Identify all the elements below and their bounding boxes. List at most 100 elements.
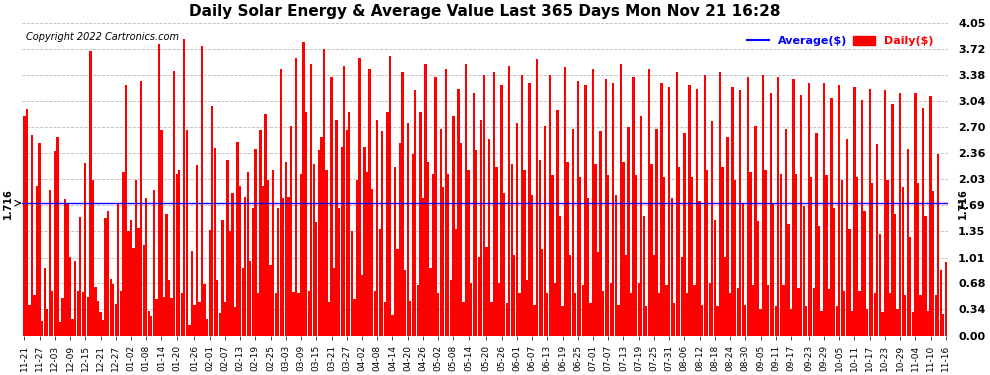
Bar [652, 255, 655, 336]
Bar [876, 144, 878, 336]
Bar [881, 312, 883, 336]
Bar [373, 291, 376, 336]
Bar [44, 268, 46, 336]
Bar [831, 98, 833, 336]
Bar [41, 321, 44, 336]
Bar [58, 322, 61, 336]
Bar [899, 93, 901, 336]
Bar [704, 75, 706, 336]
Bar [553, 283, 556, 336]
Bar [521, 75, 523, 336]
Bar [920, 296, 922, 336]
Bar [227, 160, 229, 336]
Bar [384, 302, 386, 336]
Bar [295, 58, 297, 336]
Bar [254, 149, 256, 336]
Bar [465, 64, 467, 336]
Bar [628, 127, 630, 336]
Bar [740, 90, 742, 336]
Bar [848, 229, 850, 336]
Bar [641, 116, 643, 336]
Bar [546, 293, 548, 336]
Bar [785, 129, 787, 336]
Bar [836, 306, 838, 336]
Bar [564, 67, 566, 336]
Bar [828, 289, 831, 336]
Bar [940, 270, 941, 336]
Bar [780, 174, 782, 336]
Bar [26, 109, 28, 336]
Bar [938, 154, 940, 336]
Bar [402, 72, 404, 336]
Bar [511, 164, 513, 336]
Bar [719, 72, 721, 336]
Bar [173, 71, 175, 336]
Bar [219, 313, 221, 336]
Bar [308, 291, 310, 336]
Bar [247, 172, 248, 336]
Bar [437, 293, 440, 336]
Bar [558, 216, 561, 336]
Bar [251, 208, 254, 336]
Bar [777, 77, 779, 336]
Bar [845, 139, 848, 336]
Bar [798, 288, 800, 336]
Bar [53, 151, 56, 336]
Bar [36, 186, 39, 336]
Bar [571, 129, 574, 336]
Bar [592, 69, 594, 336]
Bar [762, 75, 764, 336]
Bar [688, 85, 691, 336]
Bar [303, 42, 305, 336]
Bar [501, 85, 503, 336]
Bar [125, 85, 127, 336]
Bar [480, 120, 482, 336]
Bar [759, 309, 761, 336]
Bar [422, 198, 424, 336]
Bar [873, 293, 876, 336]
Bar [366, 172, 368, 336]
Bar [536, 59, 539, 336]
Bar [663, 177, 665, 336]
Bar [863, 211, 865, 336]
Text: 1.716: 1.716 [3, 188, 13, 219]
Bar [344, 66, 346, 336]
Bar [333, 268, 336, 336]
Bar [597, 252, 599, 336]
Bar [419, 112, 422, 336]
Bar [803, 206, 805, 336]
Bar [942, 314, 944, 336]
Bar [457, 88, 459, 336]
Bar [432, 174, 435, 336]
Bar [645, 306, 647, 336]
Bar [305, 112, 307, 336]
Bar [63, 199, 66, 336]
Bar [74, 261, 76, 336]
Bar [117, 204, 120, 336]
Bar [399, 143, 401, 336]
Bar [170, 298, 172, 336]
Bar [66, 203, 68, 336]
Bar [795, 174, 797, 336]
Bar [727, 136, 729, 336]
Bar [391, 315, 394, 336]
Bar [861, 100, 863, 336]
Bar [39, 144, 41, 336]
Bar [841, 180, 842, 336]
Bar [259, 130, 261, 336]
Bar [574, 293, 576, 336]
Bar [193, 306, 196, 336]
Bar [810, 177, 813, 336]
Bar [815, 134, 818, 336]
Legend: Average($), Daily($): Average($), Daily($) [742, 32, 939, 51]
Bar [800, 95, 802, 336]
Bar [261, 186, 264, 336]
Bar [853, 87, 855, 336]
Bar [657, 293, 660, 336]
Bar [714, 220, 716, 336]
Bar [506, 303, 508, 336]
Bar [790, 309, 792, 336]
Bar [279, 69, 282, 336]
Bar [833, 208, 836, 336]
Bar [183, 39, 185, 336]
